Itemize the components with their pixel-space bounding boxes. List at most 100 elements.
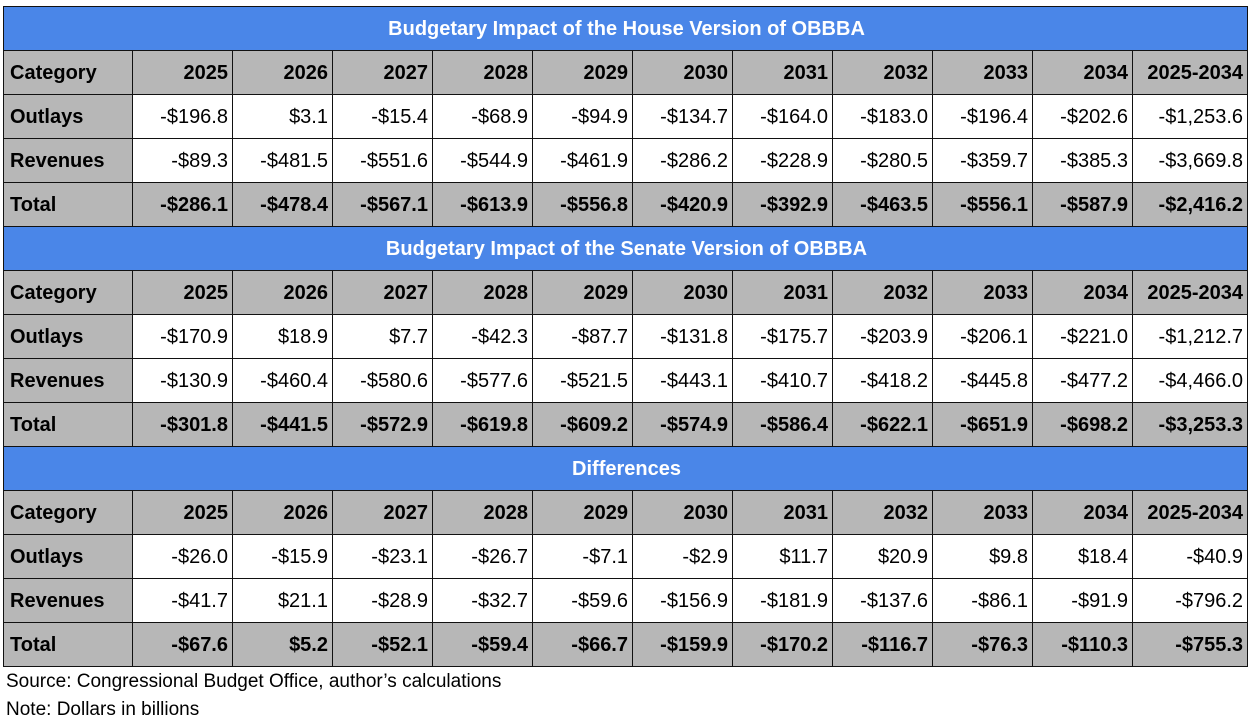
table-cell: -$286.2 (632, 138, 733, 183)
table-cell: -$164.0 (732, 94, 833, 139)
table-row: Outlays -$170.9 $18.9 $7.7 -$42.3 -$87.7 -$131… (3, 314, 1249, 359)
table-cell: -$587.9 (1032, 182, 1133, 227)
table-cell: -$3,253.3 (1131, 402, 1249, 447)
table-cell: $9.8 (932, 534, 1033, 579)
table-cell: -$170.2 (732, 622, 833, 667)
table-cell: -$23.1 (332, 534, 433, 579)
table-cell: $3.1 (232, 94, 333, 139)
table-cell: -$41.7 (132, 578, 233, 623)
table-cell: -$574.9 (632, 402, 733, 447)
table-cell: $11.7 (732, 534, 833, 579)
table-cell: -$551.6 (332, 138, 433, 183)
table-cell: -$130.9 (132, 358, 233, 403)
table-cell: -$28.9 (332, 578, 433, 623)
column-header: 2029 (532, 50, 633, 95)
table-cell: $21.1 (232, 578, 333, 623)
table-cell: -$461.9 (532, 138, 633, 183)
column-header: 2028 (432, 490, 533, 535)
table-cell: -$94.9 (532, 94, 633, 139)
table-row: Revenues -$130.9 -$460.4 -$580.6 -$577.6 -$52… (3, 358, 1249, 403)
section-title: Budgetary Impact of the House Version of… (2, 6, 1249, 51)
table-cell: $18.4 (1032, 534, 1133, 579)
table-row: Revenues -$89.3 -$481.5 -$551.6 -$544.9 -$461… (3, 138, 1249, 183)
table-cell: -$116.7 (832, 622, 933, 667)
table-row: Outlays -$26.0 -$15.9 -$23.1 -$26.7 -$7.1 -$2.… (3, 534, 1249, 579)
table-cell: -$159.9 (632, 622, 733, 667)
column-header: 2029 (532, 490, 633, 535)
table-cell: -$26.0 (132, 534, 233, 579)
table-cell: -$2.9 (632, 534, 733, 579)
table-cell: -$26.7 (432, 534, 533, 579)
source-note: Source: Congressional Budget Office, aut… (6, 671, 502, 692)
table-cell: -$619.8 (432, 402, 533, 447)
table-cell: -$42.3 (432, 314, 533, 359)
table-cell: -$66.7 (532, 622, 633, 667)
table-row: Revenues -$41.7 $21.1 -$28.9 -$32.7 -$59.6 -$1… (3, 578, 1249, 623)
table-cell: -$613.9 (432, 182, 533, 227)
column-header: 2031 (732, 270, 833, 315)
table-cell: -$359.7 (932, 138, 1033, 183)
column-header-row: Category 2025 2026 2027 2028 2029 2030 2031 2032… (3, 50, 1249, 95)
table-cell: -$4,466.0 (1131, 358, 1249, 403)
table-cell: -$228.9 (732, 138, 833, 183)
table-cell: -$478.4 (232, 182, 333, 227)
column-header: 2030 (632, 270, 733, 315)
table-cell: -$40.9 (1131, 534, 1249, 579)
total-row: Total -$301.8 -$441.5 -$572.9 -$619.8 -$609.2… (3, 402, 1249, 447)
table-cell: -$460.4 (232, 358, 333, 403)
column-header: 2029 (532, 270, 633, 315)
table-cell: -$521.5 (532, 358, 633, 403)
column-header: Category (3, 490, 133, 535)
table-cell: -$420.9 (632, 182, 733, 227)
table-cell: -$170.9 (132, 314, 233, 359)
table-cell: -$544.9 (432, 138, 533, 183)
table-cell: -$110.3 (1032, 622, 1133, 667)
total-row: Total -$67.6 $5.2 -$52.1 -$59.4 -$66.7 -$159.9… (3, 622, 1249, 667)
column-header: 2034 (1032, 50, 1133, 95)
table-cell: -$796.2 (1131, 578, 1249, 623)
column-header: 2032 (832, 50, 933, 95)
table-cell: $5.2 (232, 622, 333, 667)
table-cell: -$481.5 (232, 138, 333, 183)
row-label: Total (3, 182, 133, 227)
column-header: 2025 (132, 50, 233, 95)
table-cell: -$202.6 (1032, 94, 1133, 139)
column-header: 2027 (332, 50, 433, 95)
table-cell: -$87.7 (532, 314, 633, 359)
column-header: 2033 (932, 50, 1033, 95)
table-cell: -$131.8 (632, 314, 733, 359)
table-cell: -$175.7 (732, 314, 833, 359)
table-cell: -$181.9 (732, 578, 833, 623)
table-cell: -$206.1 (932, 314, 1033, 359)
table-cell: -$15.4 (332, 94, 433, 139)
section-title-row: Budgetary Impact of the Senate Version o… (2, 226, 1249, 271)
section-title-row: Budgetary Impact of the House Version of… (2, 6, 1249, 51)
row-label: Revenues (3, 578, 133, 623)
column-header: 2025-2034 (1131, 490, 1249, 535)
table-cell: -$755.3 (1131, 622, 1249, 667)
table-cell: -$221.0 (1032, 314, 1133, 359)
column-header: 2026 (232, 490, 333, 535)
table-cell: -$301.8 (132, 402, 233, 447)
table-cell: -$89.3 (132, 138, 233, 183)
section-title-row: Differences (2, 446, 1249, 491)
row-label: Total (3, 402, 133, 447)
table-cell: -$556.8 (532, 182, 633, 227)
table-cell: -$1,253.6 (1131, 94, 1249, 139)
table-cell: -$418.2 (832, 358, 933, 403)
row-label: Revenues (3, 138, 133, 183)
table-cell: -$445.8 (932, 358, 1033, 403)
table-notes: Source: Congressional Budget Office, aut… (6, 668, 501, 724)
total-row: Total -$286.1 -$478.4 -$567.1 -$613.9 -$556.8… (3, 182, 1249, 227)
column-header: 2027 (332, 490, 433, 535)
column-header: 2025 (132, 270, 233, 315)
table-cell: -$2,416.2 (1131, 182, 1249, 227)
table-cell: -$7.1 (532, 534, 633, 579)
row-label: Outlays (3, 534, 133, 579)
column-header: 2027 (332, 270, 433, 315)
table-cell: -$203.9 (832, 314, 933, 359)
column-header-row: Category 2025 2026 2027 2028 2029 2030 2031 2032… (3, 270, 1249, 315)
budget-impact-table: Budgetary Impact of the House Version of… (2, 6, 1249, 667)
column-header: 2025 (132, 490, 233, 535)
column-header: 2026 (232, 50, 333, 95)
